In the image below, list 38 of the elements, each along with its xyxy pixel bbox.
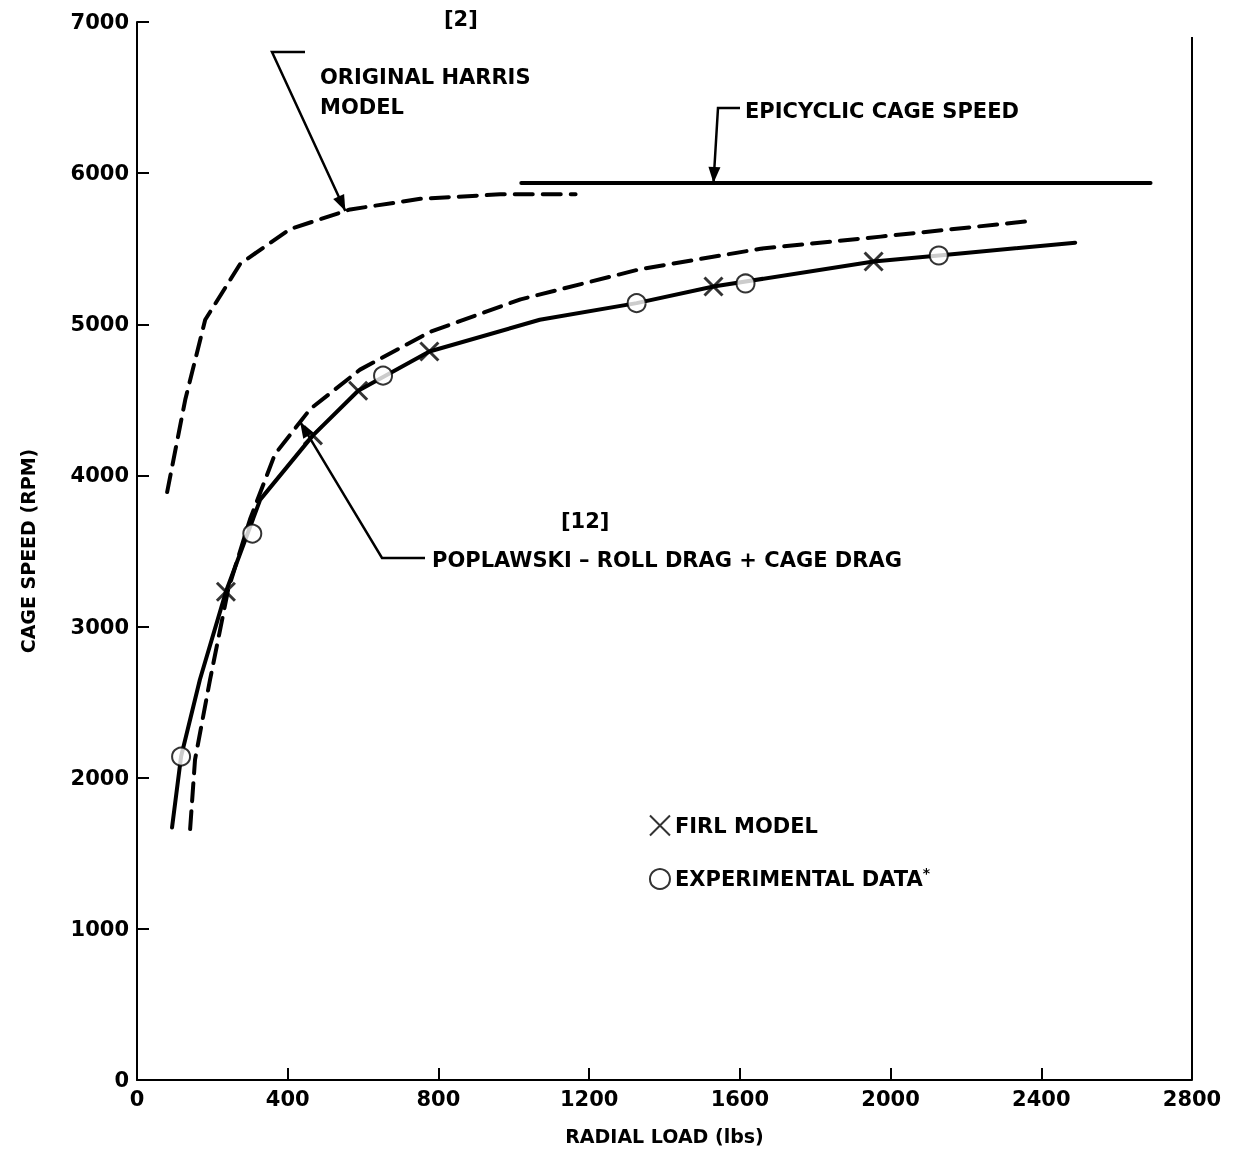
x-axis-title: RADIAL LOAD (lbs): [565, 1124, 764, 1147]
x-tick-label: 0: [129, 1086, 145, 1111]
y-tick-label: 4000: [70, 463, 129, 488]
point: [242, 523, 263, 544]
annotation: [2]: [444, 7, 478, 31]
y-tick-label: 1000: [70, 916, 129, 941]
y-tick-label: 3000: [70, 614, 129, 639]
x-tick-label: 800: [416, 1086, 461, 1111]
legend-label: EXPERIMENTAL DATA*: [674, 865, 931, 891]
line-series: [165, 192, 578, 495]
y-tick-label: 5000: [70, 312, 129, 337]
x-tick-label: 2800: [1162, 1086, 1222, 1111]
point: [928, 245, 949, 266]
point: [302, 424, 324, 446]
x-tick-label: 2400: [1012, 1086, 1071, 1111]
legend-label: FIRL MODEL: [674, 813, 818, 838]
x-tick-label: 400: [265, 1086, 310, 1111]
point: [171, 746, 192, 767]
annotation: POPLAWSKI – ROLL DRAG + CAGE DRAG: [432, 548, 902, 572]
point: [347, 380, 369, 402]
point: [626, 293, 647, 314]
y-tick-label: 6000: [70, 161, 129, 186]
annotation: ORIGINAL HARRIS MODEL: [320, 65, 538, 119]
x-tick-label: 1200: [559, 1086, 619, 1111]
point: [863, 251, 885, 273]
y-axis-title: CAGE SPEED (RPM): [16, 448, 39, 654]
y-tick-label: 0: [114, 1068, 129, 1092]
annotation: [12]: [561, 509, 610, 533]
x-tick-label: 2000: [861, 1086, 920, 1111]
x-tick-label: 1600: [710, 1086, 770, 1111]
point: [215, 581, 237, 603]
annotation: EPICYCLIC CAGE SPEED: [745, 99, 1019, 123]
y-tick-label: 7000: [70, 10, 129, 34]
point: [418, 340, 440, 362]
y-tick-label: 2000: [70, 765, 129, 790]
point: [702, 276, 724, 297]
point: [735, 273, 756, 294]
point: [373, 365, 394, 386]
